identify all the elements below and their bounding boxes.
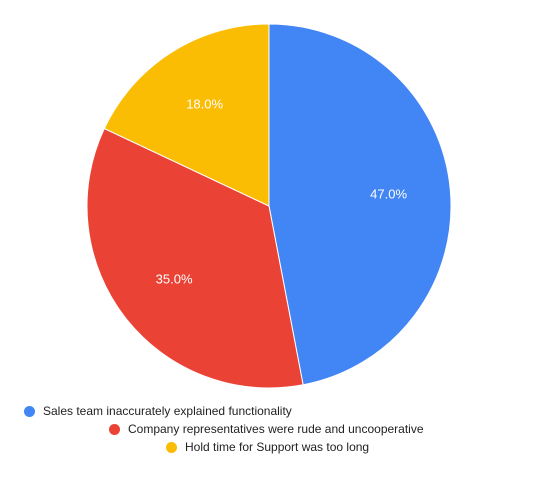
legend-label: Hold time for Support was too long (185, 440, 370, 454)
pie-slice-0[interactable] (268, 23, 452, 386)
legend-swatch (24, 405, 35, 417)
pie-chart-plot: 47.0% 35.0% 18.0% (86, 23, 452, 389)
pie-slice-label-2: 18.0% (186, 97, 223, 112)
pie-slice-1[interactable] (86, 127, 304, 389)
pie-slices (86, 23, 452, 389)
legend-item-company-representatives[interactable]: Company representatives were rude and un… (109, 421, 424, 437)
pie-slice-labels: 47.0% 35.0% 18.0% (156, 97, 408, 287)
legend-swatch (166, 441, 177, 453)
legend-label: Sales team inaccurately explained functi… (43, 404, 292, 418)
legend-item-sales-team[interactable]: Sales team inaccurately explained functi… (24, 403, 292, 419)
legend-item-hold-time[interactable]: Hold time for Support was too long (166, 439, 369, 455)
legend-label: Company representatives were rude and un… (128, 422, 424, 436)
pie-slice-label-1: 35.0% (156, 272, 193, 287)
legend-swatch (109, 423, 120, 435)
pie-slice-label-0: 47.0% (370, 187, 407, 202)
pie-slice-2[interactable] (103, 23, 270, 207)
